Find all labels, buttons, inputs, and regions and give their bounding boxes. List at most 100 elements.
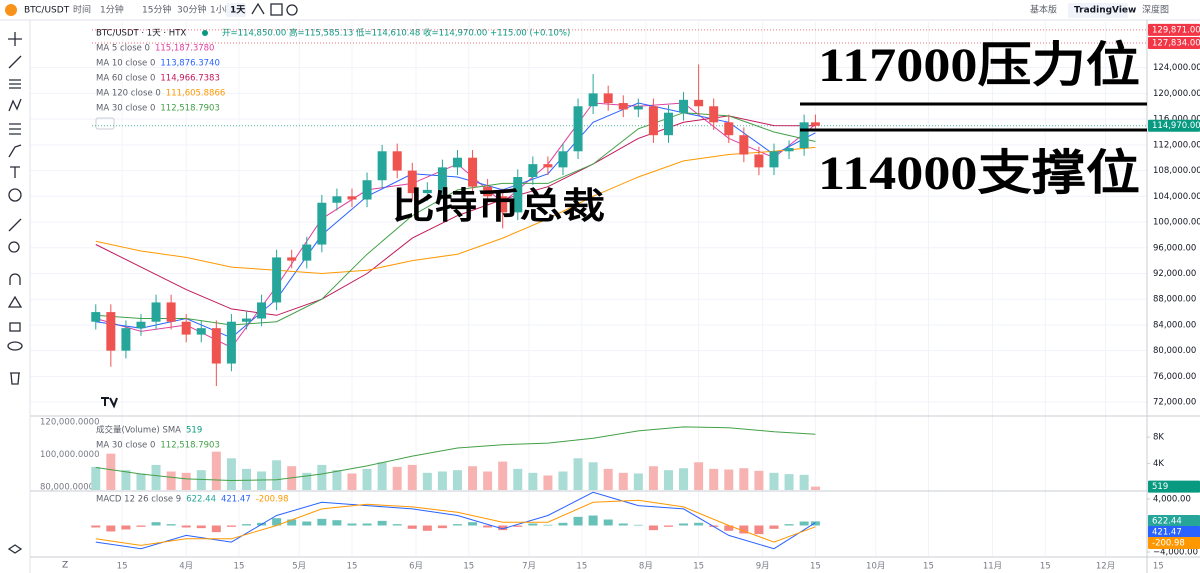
candle-body [739, 135, 749, 155]
candle-body [136, 321, 146, 329]
interval[interactable]: 15分钟 [142, 4, 171, 16]
x-tick-label: 11月 [983, 562, 1002, 572]
legend-name: MA 5 close 0 [96, 44, 150, 54]
price-marker [1148, 537, 1200, 549]
macd-histogram [166, 524, 176, 526]
crosshair-tool[interactable] [8, 32, 22, 46]
view-tab[interactable]: 深度图 [1142, 4, 1169, 16]
emoji-tool[interactable] [8, 188, 22, 202]
price-marker [1148, 23, 1200, 36]
volume-bar [422, 472, 432, 490]
macd-histogram [603, 519, 613, 526]
lock-tool[interactable] [9, 322, 21, 332]
candle-body [543, 164, 553, 168]
legend-value: 115,187.3780 [155, 44, 214, 54]
candle-body [211, 328, 221, 364]
volume-bar [181, 472, 191, 490]
ma-line [95, 146, 816, 275]
legend-name: 成交量(Volume) SMA [96, 425, 181, 436]
x-tick-label: 15 [347, 562, 358, 572]
macd-histogram [302, 521, 312, 526]
candle-body [528, 164, 538, 178]
camera-icon[interactable] [286, 4, 298, 16]
x-tick-label: 10月 [866, 562, 885, 572]
macd-histogram [784, 524, 794, 526]
macd-histogram [91, 525, 101, 528]
delete-tool[interactable] [10, 372, 20, 385]
price-marker [1148, 515, 1200, 527]
x-tick-label: 9月 [756, 562, 770, 572]
volume-bar [347, 473, 357, 490]
candle-body [437, 167, 447, 190]
x-tick-label: 4月 [179, 562, 193, 572]
left-scale-label: 100,000.0000 [40, 450, 99, 460]
macd-histogram [121, 525, 131, 530]
candle-body [226, 321, 236, 364]
layers-tool[interactable] [7, 544, 23, 554]
collapse-button[interactable] [95, 117, 115, 130]
macd-histogram [407, 525, 417, 529]
interval[interactable]: 时间 [73, 4, 91, 16]
magnet-tool[interactable] [9, 273, 21, 285]
symbol[interactable]: BTC/USDT [24, 6, 70, 16]
settings-icon[interactable] [270, 3, 283, 16]
candle-body [769, 151, 779, 168]
drawing-tools [7, 32, 23, 554]
macd-histogram [422, 525, 432, 531]
zoom-tool[interactable] [8, 241, 20, 253]
macd-histogram [452, 524, 462, 526]
legend-name: MA 30 close 0 [96, 441, 155, 451]
trendline-tool[interactable] [8, 55, 22, 69]
volume-bar [648, 466, 658, 490]
volume-bar [558, 471, 568, 490]
candle-body [181, 321, 191, 335]
candle-body [709, 106, 719, 123]
candle-body [407, 170, 417, 194]
status-dot [202, 30, 208, 36]
macd-histogram [483, 525, 493, 528]
view-tab[interactable]: 基本版 [1030, 4, 1057, 16]
volume-bar [810, 486, 820, 490]
view-tab[interactable]: TradingView [1074, 6, 1136, 16]
price-marker-label: -200.98 [1152, 539, 1185, 549]
volume-bar [362, 468, 372, 490]
candle-body [317, 202, 327, 245]
macd-histogram [377, 520, 387, 526]
axis-corner[interactable]: Z [62, 561, 68, 571]
text-tool[interactable] [10, 166, 20, 178]
draw-mode-tool[interactable] [7, 295, 23, 308]
candle-body [810, 122, 820, 126]
volume-bar [196, 470, 206, 490]
indicator-icon[interactable] [251, 2, 265, 15]
candle-body [588, 93, 598, 107]
x-tick-label: 15 [463, 562, 474, 572]
macd-histogram [513, 525, 523, 527]
candle-body [513, 177, 523, 213]
legend-name: MA 30 close 0 [96, 104, 155, 114]
interval[interactable]: 1天 [230, 5, 246, 16]
legend-value: 112,518.7903 [160, 104, 219, 114]
volume-bar [272, 460, 282, 490]
ruler-tool[interactable] [8, 218, 22, 232]
visibility-tool[interactable] [7, 341, 23, 351]
pattern-tool[interactable] [8, 98, 22, 112]
y-tick-label: 108,000.00 [1153, 166, 1200, 176]
volume-bar [618, 472, 628, 490]
interval[interactable]: 30分钟 [177, 4, 206, 16]
candle-body [799, 122, 809, 149]
brush-tool[interactable] [8, 144, 22, 158]
interval[interactable]: 1分钟 [100, 4, 124, 16]
volume-bar [513, 468, 523, 490]
projection-tool[interactable] [9, 123, 21, 135]
x-tick-label: 8月 [639, 562, 653, 572]
coin-icon [5, 4, 17, 16]
macd-histogram [679, 523, 689, 526]
volume-bar [437, 471, 447, 490]
x-tick-label: 15 [1040, 562, 1051, 572]
legend-value: 622.44 [186, 495, 216, 505]
fib-tool[interactable] [9, 79, 21, 89]
price-marker-label: 127,834.00 [1152, 39, 1200, 49]
y-tick-label: 104,000.00 [1153, 192, 1200, 202]
candle-body [468, 157, 478, 187]
macd-histogram [543, 524, 553, 526]
